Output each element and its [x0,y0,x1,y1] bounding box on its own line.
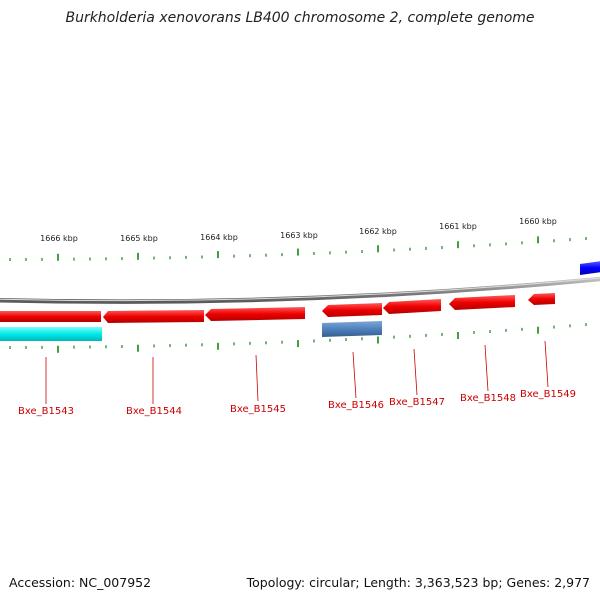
gene-label-bxe-b1544: Bxe_B1544 [126,406,182,417]
genome-backbone [0,276,600,304]
gene-label-bxe-b1548: Bxe_B1548 [460,393,516,404]
ruler-label-1662: 1662 kbp [359,227,397,236]
leader-bxe-b1545 [255,354,259,402]
leader-bxe-b1549 [544,340,549,388]
backbone-highlight [0,277,600,302]
gene-label-bxe-b1543: Bxe_B1543 [18,406,74,417]
ruler-label-1665: 1665 kbp [120,234,158,243]
ruler-label-1663: 1663 kbp [280,231,318,240]
accession-text: Accession: NC_007952 [9,575,152,590]
gene-label-bxe-b1545: Bxe_B1545 [230,404,286,415]
leader-bxe-b1546 [352,351,357,399]
ruler-ticks-lower [9,323,587,353]
cyan-feature [0,327,102,341]
leader-bxe-b1547 [413,348,418,396]
ruler-label-1661: 1661 kbp [439,222,477,231]
gene-labels: Bxe_B1543 Bxe_B1544 Bxe_B1545 Bxe_B1546 … [18,389,576,417]
genome-summary-text: Topology: circular; Length: 3,363,523 bp… [246,575,590,590]
leader-bxe-b1548 [484,344,489,392]
gene-arrow-bxe-b1546 [322,303,382,317]
gene-arrow-bxe-b1544 [103,310,204,323]
ruler-label-1660: 1660 kbp [519,217,557,226]
gene-arrow-bxe-b1548 [449,295,515,310]
gene-arrows [0,293,555,323]
steelblue-feature [322,321,382,337]
ruler-ticks-upper [9,236,587,261]
gene-label-bxe-b1547: Bxe_B1547 [389,397,445,408]
gene-arrow-bxe-b1543 [0,311,101,322]
gene-label-bxe-b1549: Bxe_B1549 [520,389,576,400]
map-title: Burkholderia xenovorans LB400 chromosome… [65,10,535,26]
gene-arrow-bxe-b1545 [205,307,305,321]
gene-label-leaders [45,340,549,404]
gene-arrow-bxe-b1547 [383,299,441,314]
blue-feature [580,261,600,275]
ruler-label-1664: 1664 kbp [200,233,238,242]
ruler-labels: 1666 kbp 1665 kbp 1664 kbp 1663 kbp 1662… [40,217,557,243]
gene-arrow-bxe-b1549 [528,293,555,305]
ruler-label-1666: 1666 kbp [40,234,78,243]
gene-label-bxe-b1546: Bxe_B1546 [328,400,384,411]
